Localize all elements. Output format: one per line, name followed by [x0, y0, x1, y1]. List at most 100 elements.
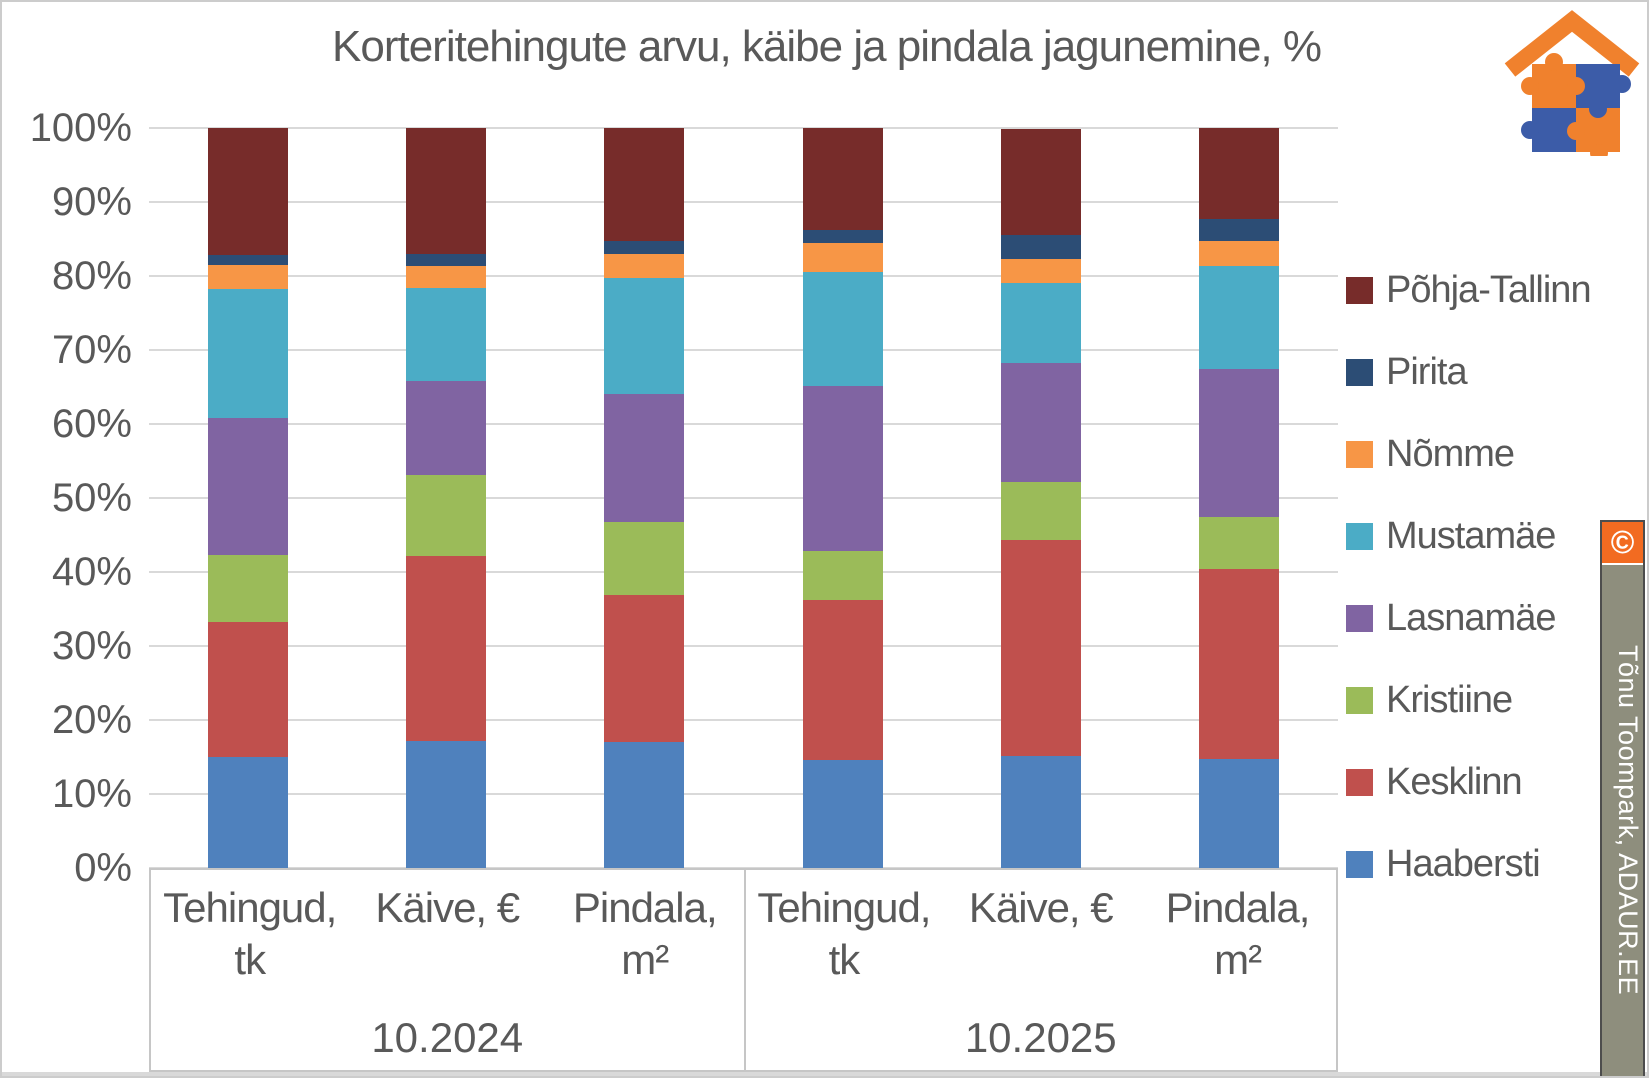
bar-segment-pirita — [802, 230, 883, 244]
y-tick-label-80: 80% — [51, 254, 132, 298]
gridline — [149, 645, 1338, 647]
legend-item-n-mme: Nõmme — [1346, 413, 1591, 495]
legend-swatch-haabersti — [1346, 850, 1373, 878]
legend-item-pirita: Pirita — [1346, 331, 1591, 413]
legend-swatch-pirita — [1346, 358, 1373, 386]
bar-segment-kristiine — [1000, 481, 1081, 541]
bar-segment-kesklinn — [604, 594, 685, 743]
y-tick-label-20: 20% — [51, 698, 132, 742]
gridline — [149, 497, 1338, 499]
credit-banner[interactable]: © Tõnu Toompark, ADAUR.EE — [1600, 520, 1645, 1076]
gridline — [149, 127, 1338, 129]
bar-segment-kesklinn — [1198, 569, 1279, 760]
legend-swatch-p-hja-tallinn — [1346, 276, 1373, 304]
axis-group-10-2025: Tehingud, tk Käive, € Pindala, m² 10.2025 — [743, 870, 1337, 1070]
legend-item-kristiine: Kristiine — [1346, 659, 1591, 741]
category-label-pindala-: Pindala, m² — [1165, 884, 1311, 983]
stacked-bar-pindala-m-10-2025 — [1198, 128, 1279, 868]
stacked-bar-tehingud-tk-10-2025 — [802, 128, 883, 868]
stacked-bar-tehingud-tk-10-2024 — [208, 128, 289, 868]
bar-segment-haabersti — [1000, 755, 1081, 868]
bar-segment-lasnam-e — [802, 385, 883, 551]
bar-segment-haabersti — [406, 741, 487, 868]
x-axis-box: Tehingud, tk Käive, € Pindala, m² 10.2024 Tehi… — [149, 868, 1338, 1072]
legend-item-kesklinn: Kesklinn — [1346, 741, 1591, 823]
plot-area — [149, 127, 1338, 869]
copyright-icon: © — [1602, 522, 1643, 565]
y-tick-label-40: 40% — [51, 550, 132, 594]
bar-segment-kesklinn — [406, 556, 487, 742]
bar-segment-mustam-e — [208, 289, 289, 419]
y-tick-label-0: 0% — [74, 846, 132, 890]
category-label-pindala-: Pindala, m² — [572, 884, 718, 983]
bar-segment-kristiine — [604, 521, 685, 595]
category-label-tehingud-: Tehingud, tk — [757, 884, 931, 983]
y-tick-label-70: 70% — [51, 328, 132, 372]
y-tick-label-30: 30% — [51, 624, 132, 668]
y-tick-label-50: 50% — [51, 476, 132, 520]
legend-label-kristiine: Kristiine — [1386, 678, 1513, 721]
gridline — [149, 275, 1338, 277]
credit-banner-text: Tõnu Toompark, ADAUR.EE — [1613, 645, 1643, 996]
axis-group-10-2024: Tehingud, tk Käive, € Pindala, m² 10.2024 — [151, 870, 744, 1070]
bar-segment-pirita — [604, 241, 685, 254]
bar-segment-n-mme — [406, 266, 487, 288]
bar-segment-haabersti — [1198, 759, 1279, 868]
bar-segment-pirita — [1000, 234, 1081, 260]
gridline — [149, 793, 1338, 795]
bar-segment-n-mme — [802, 243, 883, 272]
legend-swatch-mustam-e — [1346, 522, 1373, 550]
gridline — [149, 349, 1338, 351]
bar-segment-kristiine — [1198, 517, 1279, 570]
bar-segment-n-mme — [1000, 259, 1081, 283]
stacked-bar-k-ive-10-2025 — [1000, 128, 1081, 868]
bar-segment-haabersti — [802, 759, 883, 868]
bar-segment-pirita — [208, 254, 289, 265]
puzzle-house-logo-svg — [1504, 10, 1640, 162]
bar-segment-kesklinn — [802, 600, 883, 760]
gridline — [149, 423, 1338, 425]
legend-label-lasnam-e: Lasnamäe — [1386, 596, 1556, 639]
bar-segment-n-mme — [208, 264, 289, 290]
bar-segment-lasnam-e — [1000, 363, 1081, 482]
gridline — [149, 571, 1338, 573]
group-label-10-2025: 10.2025 — [964, 1014, 1117, 1061]
category-label-tehingud-: Tehingud, tk — [163, 884, 337, 983]
legend-swatch-kesklinn — [1346, 768, 1373, 796]
bar-segment-mustam-e — [802, 271, 883, 386]
category-label-k-ive-: Käive, € — [375, 884, 520, 931]
bar-segment-p-hja-tallinn — [1000, 128, 1081, 235]
bottom-edge-strip — [2, 1072, 1647, 1076]
stacked-bar-k-ive-10-2024 — [406, 128, 487, 868]
bar-segment-mustam-e — [1198, 266, 1279, 370]
bar-segment-kesklinn — [208, 621, 289, 757]
bar-segment-kristiine — [802, 550, 883, 601]
bar-segment-mustam-e — [406, 287, 487, 382]
legend-label-haabersti: Haabersti — [1386, 842, 1541, 885]
legend-item-mustam-e: Mustamäe — [1346, 495, 1591, 577]
y-tick-label-10: 10% — [51, 772, 132, 816]
bar-segment-kristiine — [406, 475, 487, 557]
legend-swatch-n-mme — [1346, 440, 1373, 468]
legend-swatch-lasnam-e — [1346, 604, 1373, 632]
bar-segment-n-mme — [1198, 241, 1279, 267]
bar-segment-mustam-e — [1000, 282, 1081, 364]
legend-swatch-kristiine — [1346, 686, 1373, 714]
bar-segment-haabersti — [604, 742, 685, 868]
bar-segment-kristiine — [208, 555, 289, 622]
bar-segment-mustam-e — [604, 277, 685, 395]
bar-segment-n-mme — [604, 253, 685, 278]
gridline — [149, 201, 1338, 203]
bar-segment-lasnam-e — [406, 381, 487, 476]
legend-item-haabersti: Haabersti — [1346, 823, 1591, 905]
stacked-bar-pindala-m-10-2024 — [604, 128, 685, 868]
bar-segment-p-hja-tallinn — [802, 128, 883, 231]
category-label-k-ive-: Käive, € — [968, 884, 1114, 931]
y-tick-label-100: 100% — [29, 106, 132, 150]
legend-label-n-mme: Nõmme — [1386, 432, 1515, 475]
bar-segment-p-hja-tallinn — [208, 128, 289, 255]
legend-label-pirita: Pirita — [1386, 350, 1468, 393]
bar-segment-lasnam-e — [604, 394, 685, 522]
gridline — [149, 719, 1338, 721]
legend-label-p-hja-tallinn: Põhja-Tallinn — [1386, 268, 1592, 311]
